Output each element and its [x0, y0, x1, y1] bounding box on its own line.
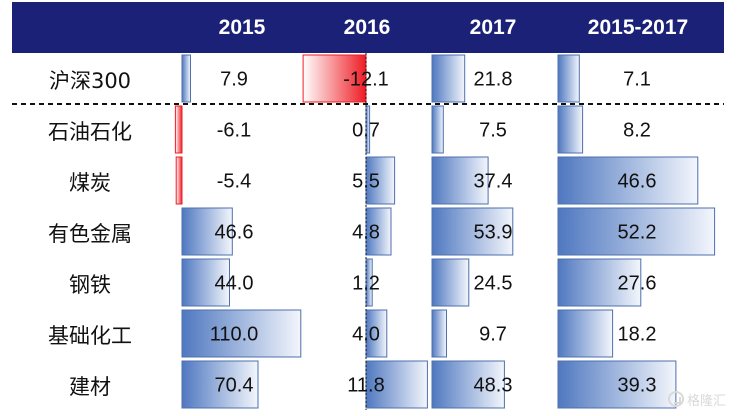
row-label: 石油石化	[48, 120, 132, 144]
data-value-label: 52.2	[618, 222, 657, 244]
data-value-label: -12.1	[343, 69, 389, 91]
data-bar	[181, 207, 233, 256]
watermark-text: 格隆汇	[687, 393, 727, 409]
data-bar	[431, 156, 489, 205]
data-bar	[431, 309, 447, 358]
data-value-label: 39.3	[618, 375, 657, 397]
data-bar	[557, 156, 699, 205]
row-label: 有色金属	[48, 222, 132, 246]
watermark: 格隆汇	[668, 387, 726, 411]
data-value-label: 4.0	[352, 324, 380, 346]
data-value-label: 4.8	[352, 222, 380, 244]
data-value-label: 8.2	[623, 120, 651, 142]
data-bar	[431, 54, 466, 103]
data-bar	[431, 207, 514, 256]
data-value-label: 18.2	[618, 324, 657, 346]
data-value-label: 9.7	[479, 324, 507, 346]
watermark-logo-icon	[668, 391, 684, 407]
data-value-label: 70.4	[215, 375, 254, 397]
data-bar	[181, 258, 230, 307]
row-label: 沪深300	[48, 69, 132, 93]
data-value-label: 110.0	[210, 324, 259, 346]
data-value-label: 7.9	[220, 69, 248, 91]
column-header-2017: 2017	[469, 16, 517, 39]
column-header-2016: 2016	[343, 16, 391, 39]
data-value-label: -5.4	[217, 171, 251, 193]
data-value-label: 7.5	[479, 120, 507, 142]
data-bar	[365, 360, 428, 409]
row-label: 钢铁	[69, 273, 111, 297]
data-bar	[365, 207, 392, 256]
data-value-label: 27.6	[618, 273, 657, 295]
data-value-label: 11.8	[347, 375, 384, 397]
row-label: 煤炭	[69, 171, 111, 195]
data-bar	[557, 309, 614, 358]
data-value-label: 53.9	[474, 222, 513, 244]
data-value-label: 44.0	[215, 273, 254, 295]
data-bar	[557, 105, 584, 154]
data-bar	[365, 156, 396, 205]
data-value-label: 48.3	[474, 375, 513, 397]
table-header	[12, 2, 724, 53]
data-bar	[557, 360, 677, 409]
data-value-label: 24.5	[474, 273, 513, 295]
data-value-label: 5.5	[352, 171, 380, 193]
data-bar	[302, 54, 367, 103]
column-header-2015-2017: 2015-2017	[587, 16, 689, 39]
data-bar	[431, 105, 444, 154]
data-value-label: 46.6	[618, 171, 657, 193]
data-value-label: 7.1	[623, 69, 651, 91]
data-bar	[431, 258, 470, 307]
row-label: 建材	[69, 375, 111, 399]
data-bar	[557, 54, 580, 103]
data-bar	[181, 54, 191, 103]
data-bar	[181, 309, 302, 358]
data-value-label: 37.4	[474, 171, 513, 193]
data-bar	[174, 105, 183, 154]
row-label: 基础化工	[48, 324, 132, 348]
data-bar	[557, 258, 642, 307]
data-bar	[431, 360, 505, 409]
data-bar	[181, 360, 259, 409]
column-header-2015: 2015	[218, 16, 266, 39]
data-value-label: 0.7	[352, 120, 380, 142]
data-value-label: 46.6	[215, 222, 254, 244]
data-value-label: 21.8	[474, 69, 513, 91]
data-bar	[175, 156, 183, 205]
data-value-label: 1.2	[352, 273, 380, 295]
data-bar	[557, 207, 716, 256]
data-value-label: -6.1	[217, 120, 251, 142]
